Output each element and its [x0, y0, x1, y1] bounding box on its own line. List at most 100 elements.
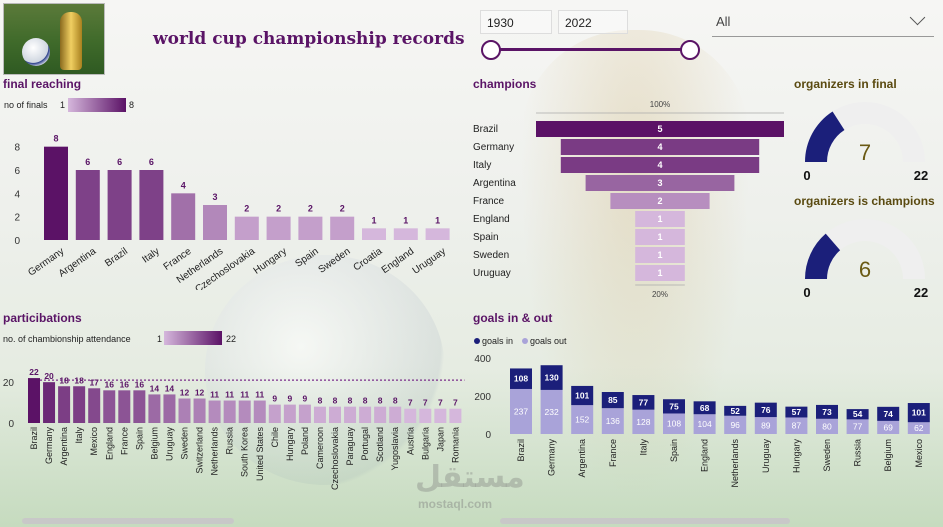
right-scrollbar[interactable]	[500, 518, 790, 524]
category-label: France	[473, 196, 505, 207]
bar-goals-in	[785, 417, 808, 434]
data-label: 9	[287, 394, 292, 404]
bar	[330, 216, 355, 240]
data-label: 2	[276, 204, 281, 214]
funnel-bar	[536, 121, 784, 137]
bar	[362, 228, 386, 240]
gauge-value: 6	[859, 257, 871, 282]
year-range-start-handle[interactable]	[481, 40, 501, 60]
filter-dropdown[interactable]: All	[716, 14, 731, 29]
data-label: 2	[657, 196, 662, 206]
data-label: 6	[149, 157, 154, 167]
bar	[58, 386, 71, 423]
data-label: 80	[822, 421, 832, 431]
data-label: 8	[393, 396, 398, 406]
legend-goals-out-marker	[522, 338, 528, 344]
data-label: 3	[212, 192, 217, 202]
x-tick-label: Netherlands	[730, 439, 740, 488]
x-tick-label: Mexico	[914, 439, 924, 468]
data-label: 73	[822, 407, 832, 417]
bar	[404, 408, 417, 423]
bar	[344, 406, 357, 423]
x-tick-label: South Korea	[240, 427, 250, 477]
data-label: 20	[44, 371, 54, 381]
data-label: 69	[883, 422, 893, 432]
data-label: 101	[912, 408, 926, 418]
x-tick-label: Brazil	[29, 427, 39, 450]
bar	[223, 400, 236, 423]
year-range-track[interactable]	[490, 48, 690, 51]
data-label: 232	[545, 407, 559, 417]
bar	[298, 404, 311, 423]
x-tick-label: Hungary	[791, 439, 801, 474]
data-label: 62	[914, 423, 924, 433]
data-label: 237	[514, 406, 528, 416]
left-scrollbar[interactable]	[22, 518, 234, 524]
bar-goals-in	[632, 409, 655, 434]
bar	[88, 388, 101, 423]
x-tick-label: Hungary	[285, 427, 295, 462]
x-tick-label: Russia	[853, 439, 863, 467]
champions-funnel-chart: 100% Brazil 5 Germany 4 Italy 4 Argentina 3 Franc…	[473, 100, 784, 299]
x-tick-label: Cameroon	[315, 427, 325, 469]
bar	[118, 390, 131, 423]
bar-goals-in	[816, 418, 838, 434]
x-tick-label: Mexico	[89, 427, 99, 456]
data-label: 18	[74, 375, 84, 385]
bar	[107, 170, 132, 240]
funnel-bottom-percent: 20%	[652, 290, 668, 299]
data-label: 17	[89, 377, 99, 387]
bar-goals-in	[510, 388, 532, 434]
x-tick-label: Portugal	[360, 427, 370, 461]
data-label: 7	[438, 398, 443, 408]
x-tick-label: Argentina	[577, 439, 587, 478]
year-from-input[interactable]: 1930	[480, 10, 552, 34]
x-tick-label: Yugoslavia	[390, 427, 400, 471]
x-tick-label: Japan	[435, 427, 445, 452]
bar	[359, 406, 372, 423]
bar	[43, 382, 56, 423]
data-label: 75	[669, 401, 679, 411]
data-label: 77	[853, 422, 863, 432]
year-to-input[interactable]: 2022	[558, 10, 628, 34]
category-label: Germany	[473, 142, 514, 153]
participations-chart: 0 20 22 Brazil 20 Germany 18 Argentina 18 Italy 17…	[3, 367, 465, 490]
gauge-track	[805, 219, 925, 279]
trophy-icon	[60, 12, 82, 70]
bar-goals-in	[601, 408, 624, 434]
y-tick-label: 8	[14, 143, 20, 154]
participation-legend-label: no. of chambionship attendance	[3, 334, 131, 344]
data-label: 14	[165, 383, 175, 393]
bar-goals-in	[877, 420, 900, 434]
data-label: 6	[117, 157, 122, 167]
funnel-bar	[635, 211, 685, 227]
x-tick-label: Netherlands	[210, 427, 220, 476]
x-tick-label: England	[104, 427, 114, 460]
data-label: 16	[120, 379, 130, 389]
data-label: 9	[303, 394, 308, 404]
x-tick-label: England	[700, 439, 710, 472]
bar	[253, 400, 266, 423]
gauge-value: 7	[859, 140, 871, 165]
category-label: Argentina	[473, 178, 516, 189]
y-tick-label: 400	[474, 354, 491, 365]
x-tick-label: Argentina	[59, 427, 69, 466]
data-label: 77	[639, 397, 649, 407]
football-image	[205, 255, 445, 485]
year-range-end-handle[interactable]	[680, 40, 700, 60]
x-tick-label: Poland	[300, 427, 310, 455]
final-reaching-title: final reaching	[3, 77, 82, 91]
organizers-champions-gauge: 6 0 22	[803, 219, 928, 300]
goals-chart: goals in goals out 0 200 400 237 108 Brazil 232 1…	[474, 336, 930, 488]
x-tick-label: Spain	[134, 427, 144, 450]
bar-goals-out	[816, 404, 838, 419]
data-label: 1	[657, 268, 662, 278]
y-tick-label: 0	[485, 430, 491, 441]
bar	[238, 400, 251, 423]
bar	[434, 408, 447, 423]
page-title: world cup championship records	[153, 29, 465, 49]
gauge-fill	[805, 111, 845, 162]
bar-goals-out	[632, 395, 655, 410]
bar	[75, 170, 100, 240]
x-tick-label: Romania	[450, 427, 460, 463]
